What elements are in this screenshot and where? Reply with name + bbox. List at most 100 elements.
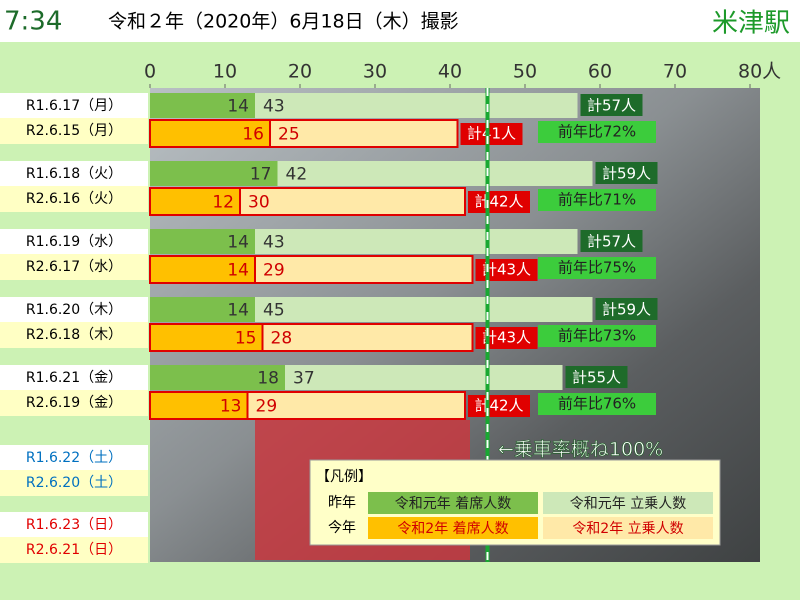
ratio-box: [538, 121, 656, 143]
legend-label: 令和元年 立乗人数: [570, 496, 686, 512]
bar-segment: [285, 365, 563, 390]
x-tick-label: 40: [438, 61, 462, 83]
legend-title: 【凡例】: [316, 469, 372, 485]
bar-value-label: 25: [278, 125, 300, 145]
total-label-curr: 計43人: [482, 329, 531, 347]
total-box-curr: [468, 191, 530, 213]
category-label-prev: R1.6.18（火）: [26, 166, 122, 182]
label-box-prev: [0, 93, 148, 118]
ratio-box: [538, 257, 656, 279]
total-box-curr: [475, 327, 538, 349]
time: 7:34: [4, 7, 62, 37]
bar-segment: [149, 323, 264, 352]
label-box-prev: [0, 445, 148, 470]
annotation: ←乗車率概ね100%: [498, 439, 663, 461]
legend-row-label: 昨年: [328, 495, 356, 511]
bar-value-label: 13: [220, 397, 242, 417]
total-label-curr: 計42人: [474, 397, 523, 415]
bar-value-label: 15: [235, 329, 257, 349]
total-box-prev: [595, 298, 658, 320]
bar-value-label: 14: [227, 97, 249, 117]
category-label-curr: R2.6.18（木）: [26, 327, 122, 343]
bar-segment: [150, 365, 285, 390]
bar-value-label: 14: [227, 261, 249, 281]
category-label-curr: R2.6.19（金）: [26, 395, 122, 411]
total-label-prev: 計55人: [572, 369, 621, 387]
category-label-prev: R1.6.23（日）: [26, 517, 122, 533]
label-box-prev: [0, 365, 148, 390]
category-label-curr: R2.6.17（水）: [26, 259, 122, 275]
bar-value-label: 14: [227, 301, 249, 321]
total-label-prev: 計57人: [587, 233, 636, 251]
category-label-prev: R1.6.22（土）: [26, 450, 122, 466]
category-label-curr: R2.6.21（日）: [26, 542, 122, 558]
total-label-curr: 計41人: [467, 125, 516, 143]
total-label-prev: 計59人: [602, 165, 651, 183]
ratio-label: 前年比72%: [558, 123, 636, 141]
bar-value-label: 16: [242, 125, 264, 145]
bar-segment: [150, 93, 255, 118]
bar-segment: [255, 229, 578, 254]
bar-value-label: 28: [271, 329, 293, 349]
x-tick-label: 10: [213, 61, 237, 83]
legend-swatch: [368, 517, 538, 539]
bar-segment: [150, 229, 255, 254]
label-box-curr: [0, 470, 148, 496]
bar-segment: [269, 119, 459, 148]
bar-segment: [254, 255, 474, 284]
label-box-curr: [0, 390, 148, 416]
bar-value-label: 43: [263, 233, 285, 253]
total-label-curr: 計43人: [482, 261, 531, 279]
bar-segment: [246, 391, 466, 420]
category-label-curr: R2.6.16（火）: [26, 191, 122, 207]
bar-segment: [255, 297, 593, 322]
ratio-label: 前年比71%: [558, 191, 636, 209]
ratio-label: 前年比75%: [558, 259, 636, 277]
total-box-prev: [565, 366, 628, 388]
bar-value-label: 29: [263, 261, 285, 281]
x-tick-label: 20: [288, 61, 312, 83]
ratio-box: [538, 393, 656, 415]
label-box-prev: [0, 229, 148, 254]
legend-label: 令和2年 着席人数: [397, 521, 508, 537]
chart-title: 令和２年（2020年）6月18日（木）撮影: [108, 11, 459, 33]
category-label-prev: R1.6.21（金）: [26, 370, 122, 386]
bar-segment: [239, 187, 466, 216]
bar-value-label: 42: [286, 165, 308, 185]
legend-swatch: [543, 517, 713, 539]
ratio-box: [538, 325, 656, 347]
bar-segment: [150, 161, 278, 186]
total-box-curr: [460, 123, 523, 145]
label-box-curr: [0, 254, 148, 280]
legend-swatch: [368, 492, 538, 514]
bar-segment: [277, 161, 593, 186]
label-box-curr: [0, 186, 148, 212]
total-box-curr: [468, 395, 530, 417]
legend-label: 令和元年 着席人数: [395, 496, 511, 512]
x-tick-label: 30: [363, 61, 387, 83]
ratio-box: [538, 189, 656, 211]
x-tick-label: 80人: [738, 61, 781, 83]
bar-segment: [255, 93, 578, 118]
label-box-curr: [0, 322, 148, 348]
label-box-curr: [0, 118, 148, 144]
bar-value-label: 30: [248, 193, 270, 213]
label-box-curr: [0, 537, 148, 563]
total-box-prev: [580, 230, 643, 252]
total-box-prev: [595, 162, 658, 184]
category-label-prev: R1.6.19（水）: [26, 234, 122, 250]
x-tick-label: 0: [144, 61, 156, 83]
station-name: 米津駅: [712, 9, 790, 39]
bar-value-label: 12: [212, 193, 234, 213]
label-box-prev: [0, 161, 148, 186]
total-label-curr: 計42人: [474, 193, 523, 211]
category-label-prev: R1.6.20（木）: [26, 302, 122, 318]
legend-row-label: 今年: [328, 520, 356, 536]
x-tick-label: 60: [588, 61, 612, 83]
total-box-prev: [580, 94, 643, 116]
header-band: [0, 0, 800, 42]
legend-label: 令和2年 立乗人数: [572, 521, 683, 537]
ratio-label: 前年比73%: [558, 327, 636, 345]
total-label-prev: 計57人: [587, 97, 636, 115]
